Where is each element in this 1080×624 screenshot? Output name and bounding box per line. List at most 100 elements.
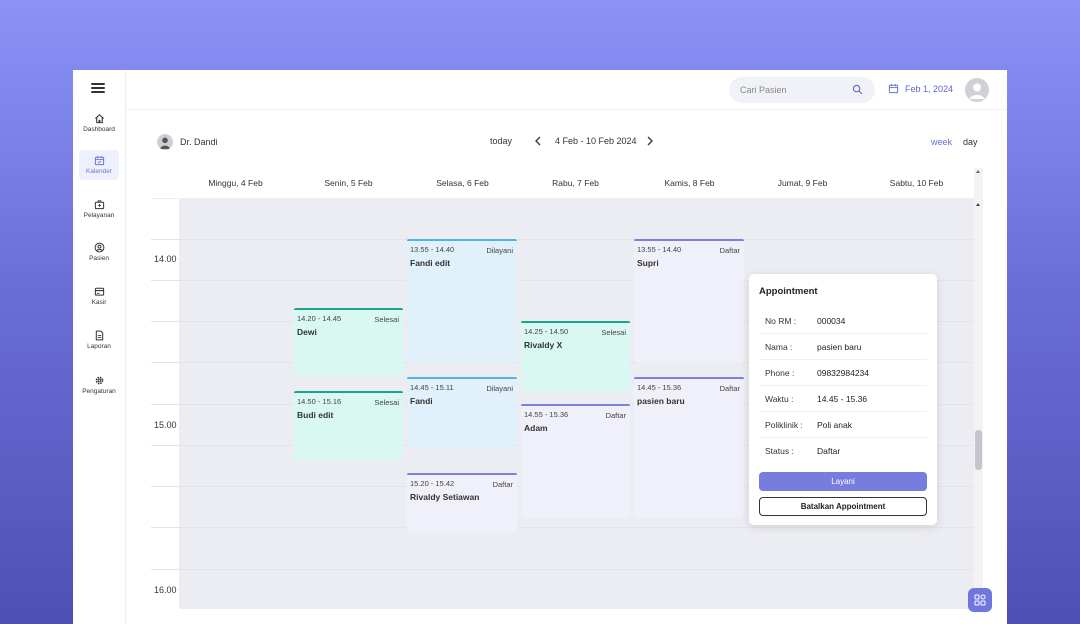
detail-label: Nama : [765, 342, 793, 352]
time-label: 16.00 [154, 585, 177, 595]
day-header: Senin, 5 Feb [324, 178, 373, 188]
appointment-event[interactable]: 13.55 - 14.40 Daftar Supri [634, 239, 744, 363]
hamburger-menu-icon[interactable] [91, 83, 105, 93]
event-status: Dilayani [486, 384, 513, 393]
event-status: Selesai [374, 398, 399, 407]
detail-row: Nama : pasien baru [759, 334, 927, 360]
user-avatar-icon [969, 83, 985, 99]
day-header: Selasa, 6 Feb [436, 178, 489, 188]
appointment-popup: Appointment No RM : 000034 Nama : pasien… [749, 274, 937, 525]
detail-value: Daftar [817, 446, 841, 456]
apps-grid-button[interactable] [968, 588, 992, 612]
appointment-event[interactable]: 14.55 - 15.36 Daftar Adam [521, 404, 630, 518]
search-input[interactable] [729, 77, 875, 103]
event-patient: pasien baru [637, 396, 685, 406]
appointment-event[interactable]: 14.50 - 15.16 Selesai Budi edit [294, 391, 403, 460]
event-patient: Rivaldy X [524, 340, 563, 350]
day-header: Sabtu, 10 Feb [889, 178, 944, 188]
detail-row: Waktu : 14.45 - 15.36 [759, 386, 927, 412]
detail-value: 09832984234 [817, 368, 870, 378]
event-time: 14.55 - 15.36 [524, 410, 569, 419]
day-header-row: Minggu, 4 Feb Senin, 5 Feb Selasa, 6 Feb… [151, 168, 983, 199]
detail-value: pasien baru [817, 342, 862, 352]
sidebar-item-label: Pengaturan [82, 388, 116, 395]
sidebar-item-pengaturan[interactable]: Pengaturan [79, 370, 119, 400]
layani-button[interactable]: Layani [759, 472, 927, 491]
event-time: 14.45 - 15.36 [637, 383, 682, 392]
scroll-thumb[interactable] [975, 430, 982, 470]
sidebar-item-kasir[interactable]: Kasir [79, 281, 119, 311]
event-time: 13.55 - 14.40 [637, 245, 682, 254]
cancel-appointment-button[interactable]: Batalkan Appointment [759, 497, 927, 516]
date-picker[interactable]: Feb 1, 2024 [888, 83, 953, 94]
event-status: Daftar [719, 384, 740, 393]
event-time: 14.50 - 15.16 [297, 397, 342, 406]
event-patient: Adam [524, 423, 548, 433]
day-header: Rabu, 7 Feb [552, 178, 599, 188]
appointment-event[interactable]: 14.45 - 15.11 Dilayani Fandi [407, 377, 517, 447]
scroll-up-arrow[interactable] [976, 203, 980, 206]
detail-row: No RM : 000034 [759, 308, 927, 334]
apps-grid-icon [974, 594, 986, 606]
sidebar-item-laporan[interactable]: Laporan [79, 325, 119, 355]
sidebar: Dashboard Kalender Pelayanan Pasien Kasi… [73, 70, 126, 624]
user-circle-icon [94, 242, 104, 253]
event-time: 15.20 - 15.42 [410, 479, 455, 488]
detail-row: Phone : 09832984234 [759, 360, 927, 386]
scroll-up-arrow[interactable] [976, 170, 980, 173]
view-week-button[interactable]: week [931, 137, 953, 147]
grid-scrollbar[interactable] [974, 168, 983, 609]
top-bar: Feb 1, 2024 [126, 70, 1007, 110]
event-time: 14.45 - 15.11 [410, 383, 454, 392]
appointment-event[interactable]: 13.55 - 14.40 Dilayani Fandi edit [407, 239, 517, 363]
appointment-event[interactable]: 14.45 - 15.36 Daftar pasien baru [634, 377, 744, 518]
app-window: Dashboard Kalender Pelayanan Pasien Kasi… [73, 70, 1007, 624]
sidebar-item-pelayanan[interactable]: Pelayanan [79, 194, 119, 224]
sidebar-item-label: Kalender [85, 168, 113, 175]
appointment-event[interactable]: 14.20 - 14.45 Selesai Dewi [294, 308, 403, 376]
document-icon [95, 330, 103, 341]
detail-row: Status : Daftar [759, 438, 927, 464]
home-icon [94, 114, 104, 124]
sidebar-item-pasien[interactable]: Pasien [79, 237, 119, 267]
time-label: 14.00 [154, 254, 177, 264]
date-range: 4 Feb - 10 Feb 2024 [555, 136, 637, 146]
today-button[interactable]: today [490, 136, 513, 146]
search-icon[interactable] [852, 84, 863, 95]
doctor-selector[interactable]: Dr. Dandi [157, 134, 218, 150]
detail-label: Waktu : [765, 394, 794, 404]
sidebar-item-label: Kasir [91, 299, 107, 306]
event-patient: Rivaldy Setiawan [410, 492, 480, 502]
popup-title: Appointment [759, 286, 818, 297]
event-time: 13.55 - 14.40 [410, 245, 455, 254]
time-gutter: 14.00 15.00 16.00 [151, 199, 179, 609]
user-avatar-icon [160, 137, 170, 149]
day-header: Jumat, 9 Feb [777, 178, 828, 188]
current-date: Feb 1, 2024 [905, 83, 954, 94]
event-status: Dilayani [486, 246, 513, 255]
event-patient: Budi edit [297, 410, 334, 420]
detail-label: No RM : [765, 316, 797, 326]
event-status: Daftar [605, 411, 626, 420]
sidebar-item-label: Laporan [87, 343, 111, 350]
chevron-left-icon[interactable] [533, 134, 543, 148]
user-avatar[interactable] [965, 78, 989, 102]
view-day-button[interactable]: day [963, 137, 978, 147]
calendar-icon [888, 83, 899, 94]
detail-label: Poliklinik : [765, 420, 803, 430]
days-area[interactable]: 14.20 - 14.45 Selesai Dewi 14.50 - 15.16… [179, 199, 974, 609]
sidebar-item-label: Dashboard [83, 126, 115, 133]
detail-label: Phone : [765, 368, 795, 378]
chevron-right-icon[interactable] [645, 134, 655, 148]
appointment-event[interactable]: 15.20 - 15.42 Daftar Rivaldy Setiawan [407, 473, 517, 533]
event-status: Daftar [719, 246, 740, 255]
time-label: 15.00 [154, 420, 177, 430]
appointment-event[interactable]: 14.25 - 14.50 Selesai Rivaldy X [521, 321, 630, 391]
sidebar-item-dashboard[interactable]: Dashboard [79, 108, 119, 138]
event-patient: Fandi edit [410, 258, 451, 268]
detail-value: Poli anak [817, 420, 852, 430]
doctor-avatar [157, 134, 173, 150]
sidebar-item-kalender[interactable]: Kalender [79, 150, 119, 180]
detail-value: 14.45 - 15.36 [817, 394, 868, 404]
sidebar-item-label: Pelayanan [83, 212, 115, 219]
